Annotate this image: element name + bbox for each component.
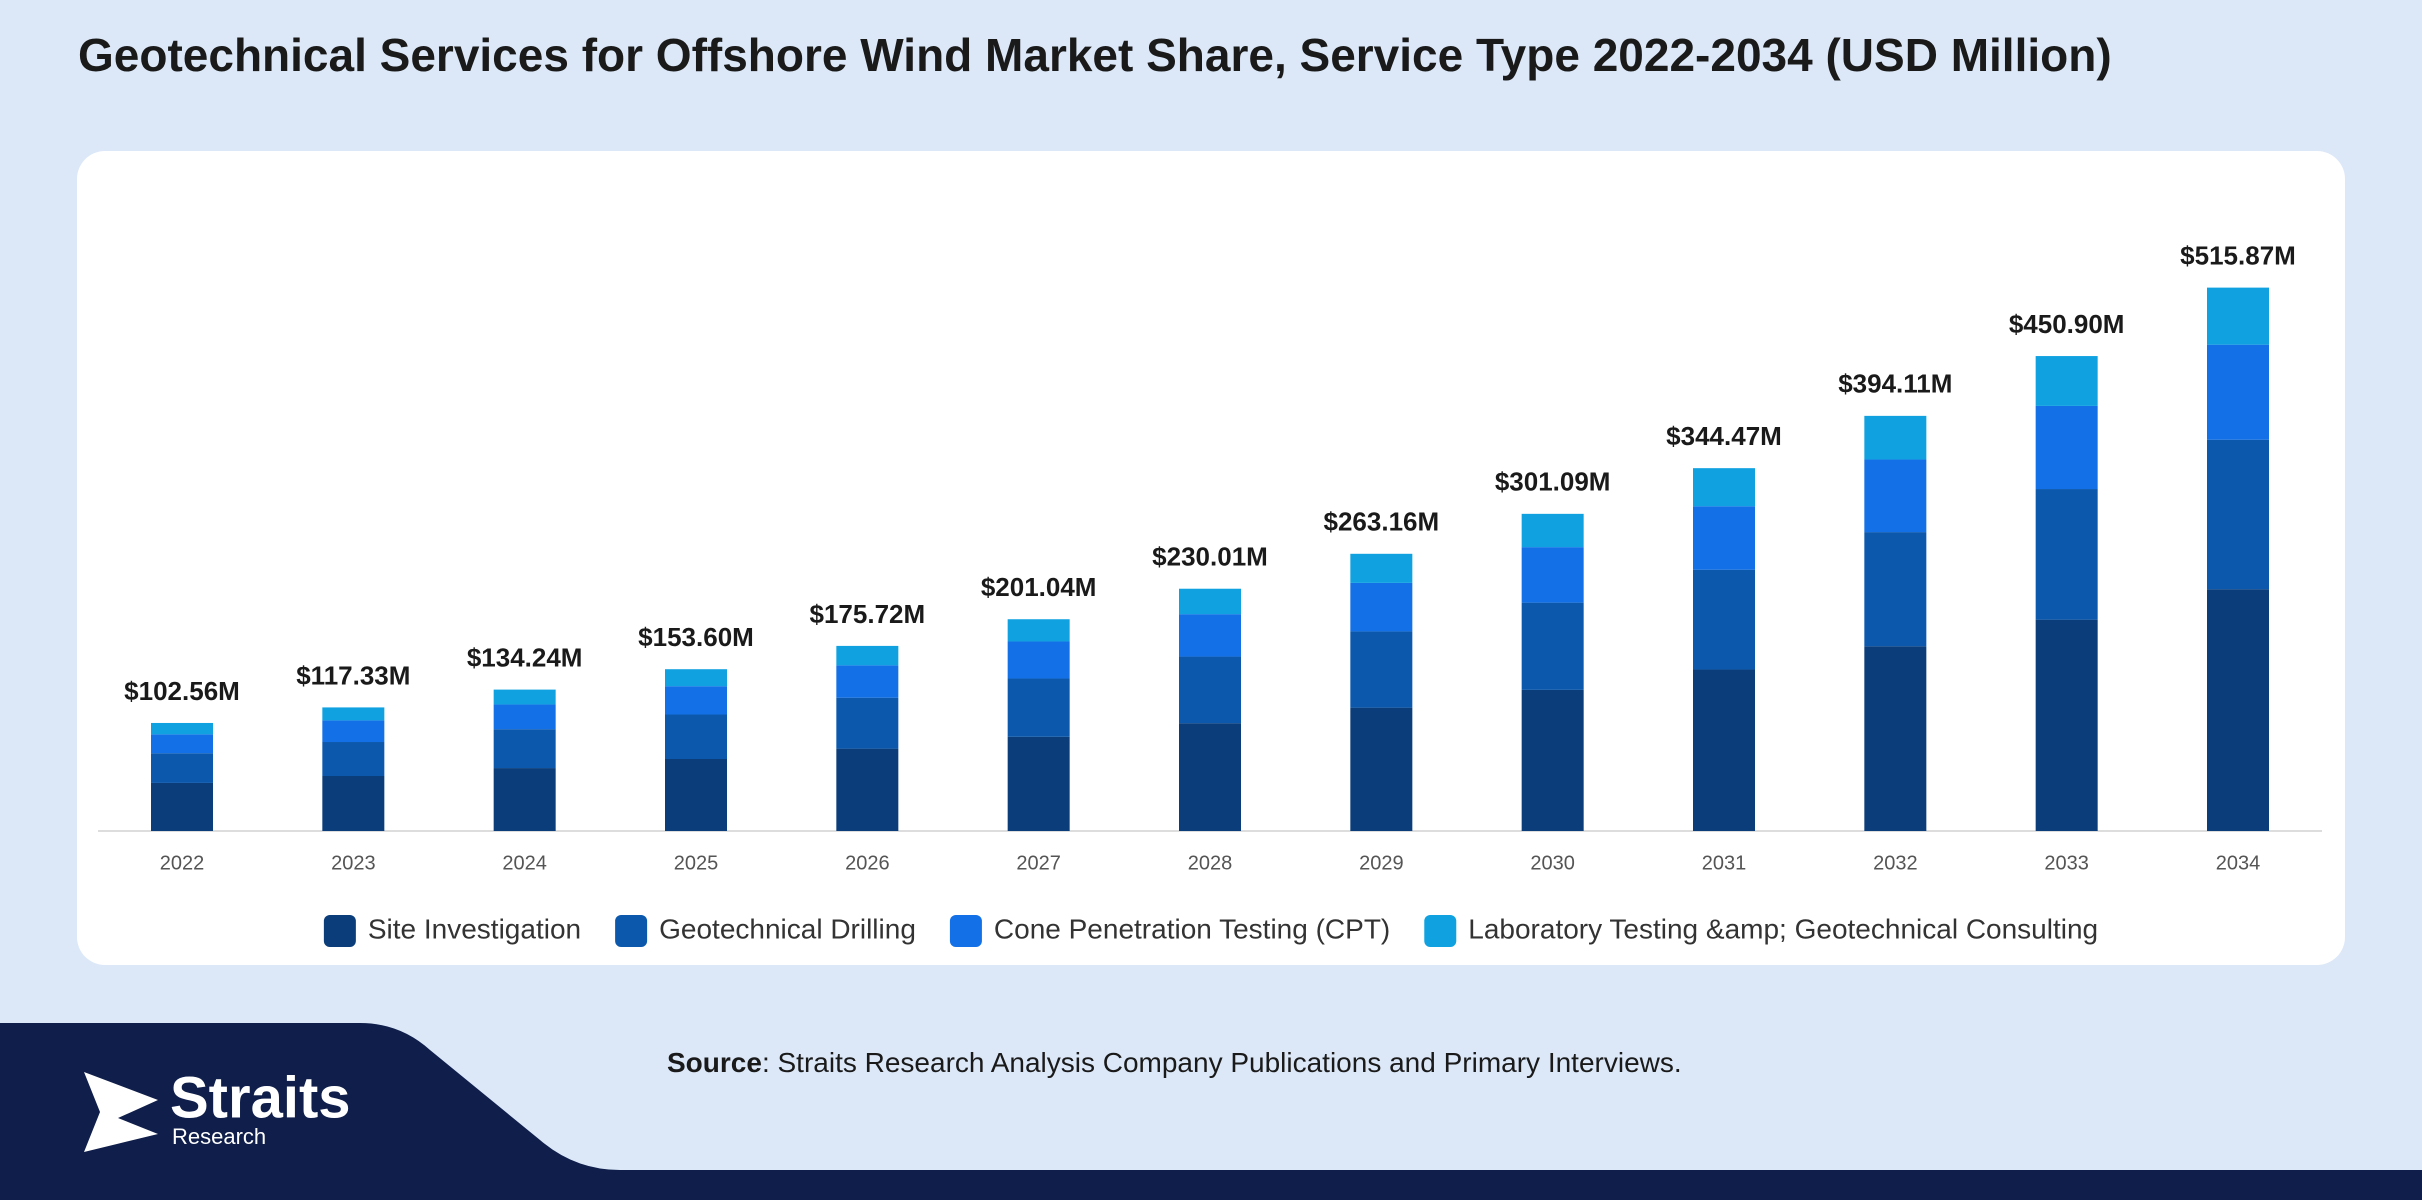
bar-segment xyxy=(2035,489,2098,620)
bar-segment xyxy=(2035,356,2098,406)
legend-swatch xyxy=(615,915,648,947)
legend-swatch xyxy=(323,915,356,947)
source-text: : Straits Research Analysis Company Publ… xyxy=(762,1047,1682,1078)
bar-segment xyxy=(493,768,556,831)
total-label: $134.24M xyxy=(467,642,583,672)
total-label: $102.56M xyxy=(124,676,240,706)
bar-segment xyxy=(1007,736,1070,831)
bar-segment xyxy=(1864,646,1927,831)
bar-segment xyxy=(1521,689,1584,831)
bar-segment xyxy=(1864,532,1927,647)
bar-segment xyxy=(665,669,727,687)
bar-segment xyxy=(2207,287,2269,345)
bar-segment xyxy=(322,742,385,777)
bar-segment xyxy=(493,704,556,730)
total-label: $450.90M xyxy=(2009,309,2125,339)
bar-segment xyxy=(1521,547,1584,603)
logo-icon xyxy=(84,1072,158,1152)
bar-segment xyxy=(1693,506,1755,570)
x-tick-label: 2027 xyxy=(1016,852,1061,874)
x-tick-label: 2034 xyxy=(2216,852,2261,874)
bar-segment xyxy=(151,734,213,754)
x-tick-label: 2033 xyxy=(2044,852,2089,874)
chart-card xyxy=(77,151,2345,965)
total-label: $515.87M xyxy=(2180,240,2296,270)
bar-segment xyxy=(493,729,556,769)
bar-segment xyxy=(493,689,556,705)
x-tick-label: 2032 xyxy=(1873,852,1918,874)
bar-segment xyxy=(1350,707,1413,831)
bar-segment xyxy=(322,707,385,721)
bar-segment xyxy=(151,782,213,831)
chart-title: Geotechnical Services for Offshore Wind … xyxy=(78,29,2112,81)
bar-segment xyxy=(1864,415,1927,460)
legend-label: Geotechnical Drilling xyxy=(659,913,916,944)
bar-segment xyxy=(1179,614,1241,657)
x-tick-label: 2031 xyxy=(1702,852,1747,874)
bar-segment xyxy=(1350,553,1413,583)
x-tick-label: 2025 xyxy=(674,852,719,874)
total-label: $153.60M xyxy=(638,622,754,652)
x-tick-label: 2029 xyxy=(1359,852,1404,874)
logo-name: Straits xyxy=(170,1065,351,1130)
total-label: $344.47M xyxy=(1666,421,1782,451)
legend-swatch xyxy=(1424,915,1457,947)
x-tick-label: 2030 xyxy=(1530,852,1575,874)
x-tick-label: 2026 xyxy=(845,852,890,874)
legend-label: Site Investigation xyxy=(368,913,581,944)
bar-segment xyxy=(1007,619,1070,642)
x-tick-label: 2028 xyxy=(1188,852,1233,874)
bar-segment xyxy=(836,697,899,749)
bar-segment xyxy=(151,753,213,783)
bar-segment xyxy=(1693,569,1755,670)
source-label: Source xyxy=(667,1047,762,1078)
footer-band xyxy=(0,1023,2422,1200)
bar-segment xyxy=(1521,513,1584,548)
bar-segment xyxy=(1007,641,1070,679)
bar-segment xyxy=(1864,459,1927,533)
total-label: $230.01M xyxy=(1152,542,1268,572)
bar-segment xyxy=(1179,656,1241,724)
bar-segment xyxy=(2035,619,2098,831)
legend-swatch xyxy=(949,915,982,947)
bar-segment xyxy=(2207,439,2269,590)
bar-segment xyxy=(1179,588,1241,615)
bar-segment xyxy=(2035,405,2098,490)
total-label: $301.09M xyxy=(1495,467,1611,497)
bar-segment xyxy=(1693,468,1755,507)
bar-segment xyxy=(836,645,899,666)
total-label: $117.33M xyxy=(296,660,410,690)
total-label: $201.04M xyxy=(981,572,1097,602)
bar-segment xyxy=(2207,344,2269,440)
x-tick-label: 2022 xyxy=(160,852,205,874)
logo-sub: Research xyxy=(172,1124,266,1149)
bar-segment xyxy=(665,759,727,831)
bar-segment xyxy=(1179,723,1241,831)
bar-segment xyxy=(1693,669,1755,831)
x-tick-label: 2023 xyxy=(331,852,376,874)
bar-segment xyxy=(836,665,899,698)
bar-segment xyxy=(836,748,899,831)
bar-segment xyxy=(1350,631,1413,708)
bar-segment xyxy=(151,722,213,735)
x-tick-label: 2024 xyxy=(502,852,547,874)
source: Source: Straits Research Analysis Compan… xyxy=(667,1047,1682,1078)
total-label: $175.72M xyxy=(810,599,926,629)
bar-segment xyxy=(665,714,727,760)
legend-label: Cone Penetration Testing (CPT) xyxy=(994,913,1390,944)
bar-segment xyxy=(1350,582,1413,632)
legend-label: Laboratory Testing &amp; Geotechnical Co… xyxy=(1468,913,2098,944)
total-label: $263.16M xyxy=(1324,507,1440,537)
bar-segment xyxy=(1521,602,1584,690)
bar-segment xyxy=(1007,678,1070,737)
bar-segment xyxy=(322,720,385,743)
total-label: $394.11M xyxy=(1838,369,1952,399)
bar-segment xyxy=(665,686,727,715)
bar-segment xyxy=(2207,589,2269,831)
bar-segment xyxy=(322,776,385,831)
